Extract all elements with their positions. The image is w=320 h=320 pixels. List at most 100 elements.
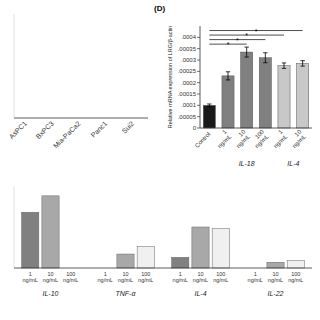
text-line: AsPC1: [8, 120, 28, 140]
bar-label: 100ng/mL: [213, 271, 228, 283]
group-label: TNF-α: [116, 290, 137, 297]
y-tick: [197, 37, 200, 38]
chart-container: AsPC1BxPC3Mia-PaCa2Panc1Sui2Control1ng/m…: [0, 0, 320, 320]
y-axis-line: [200, 26, 201, 128]
panel-c: 1ng/mL 10ng/mL 100ng/mL IL-10 1ng/mL 10ng/mL 1…: [14, 186, 312, 297]
x-tick-label: 1ng/mL: [212, 128, 233, 149]
bar-label: 1ng/mL: [248, 271, 263, 283]
bar: [42, 196, 59, 268]
bar-label: 1ng/mL: [23, 271, 38, 283]
text-line: ng/mL: [173, 277, 188, 283]
text-line: ng/mL: [63, 277, 78, 283]
bars: [22, 196, 305, 268]
bar-label: 100ng/mL: [138, 271, 153, 283]
x-tick-label: AsPC1: [8, 120, 28, 140]
bar: [287, 261, 304, 268]
group-label: IL-4: [194, 290, 206, 297]
text-line: ng/mL: [248, 277, 263, 283]
y-axis-line: [14, 186, 15, 268]
text-line: ng/mL: [118, 277, 133, 283]
text-line: BxPC3: [35, 120, 55, 140]
x-axis-line: [14, 268, 312, 269]
y-tick-label: .00035: [178, 46, 197, 52]
significance-label: *: [227, 41, 230, 48]
y-tick-label: .00025: [178, 68, 197, 74]
group-label: IL-22: [268, 290, 284, 297]
y-tick-label: .00015: [178, 91, 197, 97]
bar-label: 10ng/mL: [268, 271, 283, 283]
significance-label: *: [245, 32, 248, 39]
bars: [203, 47, 308, 128]
x-tick-label: Panc1: [90, 120, 109, 139]
x-tick-label: 1ng/mL: [268, 128, 289, 149]
bar: [212, 229, 229, 268]
bar: [172, 257, 189, 268]
y-axis-label: Relative mRNA expression of LRG/β-actin: [167, 26, 173, 129]
bar-label: 100ng/mL: [63, 271, 78, 283]
text-line: ng/mL: [193, 277, 208, 283]
text-line: ng/mL: [291, 133, 308, 150]
error-bar: [263, 53, 267, 63]
y-tick-label: .0002: [181, 80, 197, 86]
bar-label: 1ng/mL: [98, 271, 113, 283]
bar: [278, 66, 290, 128]
y-axis-line: [14, 14, 15, 118]
bar-label: 10ng/mL: [43, 271, 58, 283]
error-bar: [226, 72, 230, 80]
bar-label: 100ng/mL: [288, 271, 303, 283]
x-tick-label: 100ng/mL: [249, 128, 270, 149]
x-tick-label: Sui2: [120, 120, 135, 135]
panel-a: AsPC1 BxPC3Mia-PaCa2 Panc1 Sui2: [8, 14, 148, 149]
panel-label: (D): [154, 4, 165, 13]
text-line: Mia-PaCa2: [52, 120, 82, 150]
bar: [137, 247, 154, 268]
y-tick: [197, 82, 200, 83]
text-line: ng/mL: [268, 277, 283, 283]
y-tick-label: 0: [193, 125, 197, 131]
bar: [192, 227, 209, 268]
text-line: Sui2: [120, 120, 135, 135]
y-tick: [197, 48, 200, 49]
text-line: Panc1: [90, 120, 109, 139]
y-tick: [197, 116, 200, 117]
bar-label: 1ng/mL: [173, 271, 188, 283]
text-line: ng/mL: [254, 133, 271, 150]
bar: [203, 105, 215, 128]
y-tick-label: .0003: [181, 57, 197, 63]
y-tick: [197, 105, 200, 106]
text-line: ng/mL: [98, 277, 113, 283]
error-bar: [244, 47, 248, 57]
error-bar: [282, 63, 286, 68]
bar: [222, 76, 234, 128]
background: [0, 0, 320, 320]
text-line: Control: [194, 131, 212, 149]
significance-label: *: [236, 37, 239, 44]
x-tick-label: Mia-PaCa2: [52, 120, 82, 150]
y-tick: [197, 71, 200, 72]
panel-d: Control1ng/mL10ng/mL100ng/mL1ng/mL10ng/m…: [154, 4, 312, 167]
bar: [22, 212, 39, 268]
bar: [241, 52, 253, 128]
group-label: IL-18: [239, 160, 255, 167]
x-tick-label: Control: [194, 131, 212, 149]
y-tick-label: .00005: [178, 114, 197, 120]
y-tick: [197, 128, 200, 129]
x-tick-label: 10ng/mL: [230, 128, 251, 149]
y-tick: [197, 60, 200, 61]
group-label: IL-10: [43, 290, 59, 297]
x-tick-label: BxPC3: [35, 120, 55, 140]
error-bar: [207, 104, 211, 107]
text-line: ng/mL: [216, 133, 233, 150]
significance-label: *: [255, 28, 258, 35]
bar: [267, 262, 284, 268]
bar-label: 10ng/mL: [193, 271, 208, 283]
text-line: ng/mL: [23, 277, 38, 283]
y-tick: [197, 94, 200, 95]
group-label: IL-4: [287, 160, 299, 167]
bar: [117, 254, 134, 268]
x-axis-line: [200, 128, 312, 129]
text-line: ng/mL: [213, 277, 228, 283]
text-line: ng/mL: [138, 277, 153, 283]
text-line: ng/mL: [272, 133, 289, 150]
x-tick-label: 10ng/mL: [286, 128, 307, 149]
